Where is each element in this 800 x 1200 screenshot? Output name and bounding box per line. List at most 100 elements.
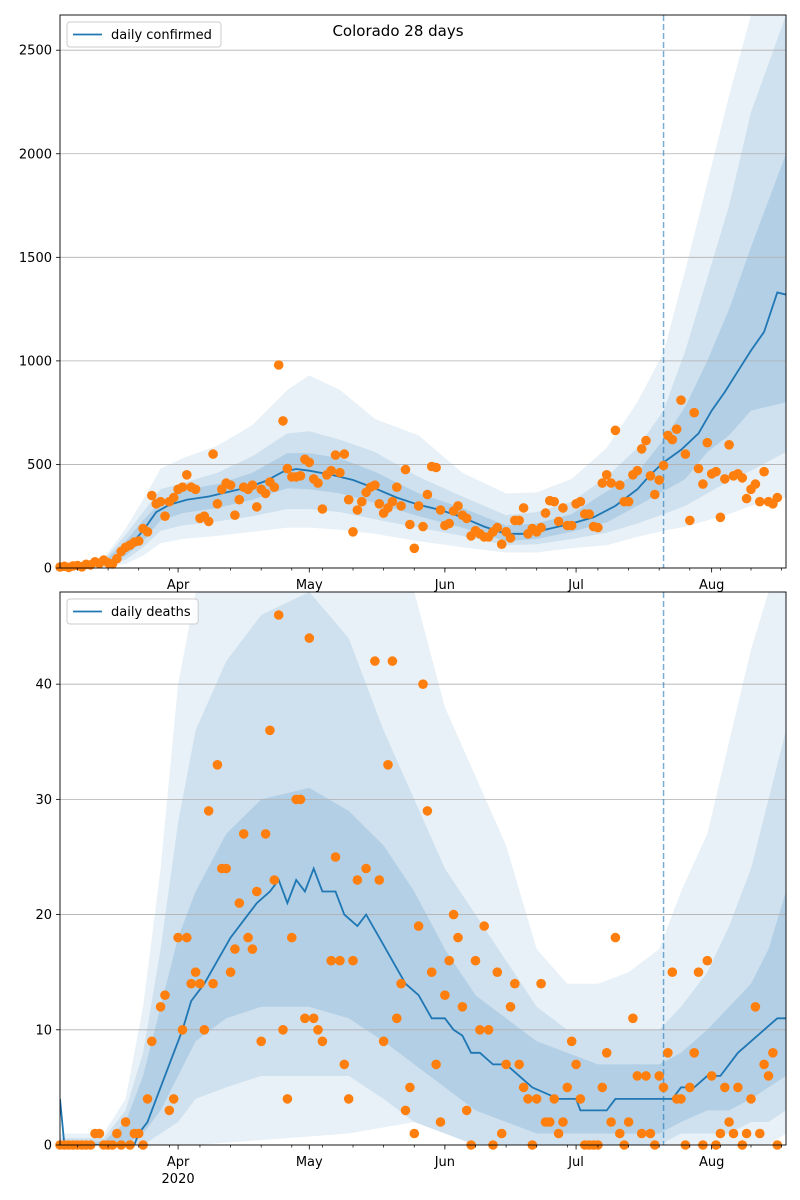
observed-point	[641, 1071, 651, 1081]
observed-point	[457, 1002, 468, 1012]
x-tick-sublabel: 2020	[162, 1172, 195, 1187]
observed-point	[370, 480, 380, 491]
observed-point	[601, 1048, 612, 1058]
observed-point	[685, 515, 695, 526]
observed-point	[558, 503, 568, 513]
uncertainty-band-inner	[60, 787, 786, 1145]
observed-point	[326, 465, 337, 476]
observed-point	[575, 496, 586, 507]
observed-point	[549, 1094, 559, 1104]
observed-point	[269, 875, 280, 885]
observed-point	[496, 539, 507, 549]
observed-point	[698, 479, 708, 489]
observed-point	[636, 1128, 647, 1139]
observed-point	[523, 1094, 533, 1104]
observed-point	[645, 1128, 656, 1139]
observed-point	[448, 909, 459, 920]
observed-point	[247, 480, 258, 491]
deaths-panel: 0 10 20 30 40 Apr 2020 May Jun Jul Aug daily deaths	[35, 591, 787, 1187]
observed-point	[230, 944, 240, 954]
observed-point	[540, 508, 551, 518]
observed-point	[177, 1025, 188, 1035]
observed-point	[230, 510, 240, 520]
observed-point	[601, 470, 612, 480]
observed-point	[650, 489, 660, 500]
y-tick-label: 1000	[19, 354, 52, 369]
observed-point	[273, 360, 284, 370]
observed-point	[396, 978, 406, 989]
observed-point	[352, 505, 363, 515]
observed-point	[553, 516, 564, 527]
observed-point	[225, 480, 236, 491]
observed-point	[374, 499, 385, 509]
observed-point	[689, 407, 699, 418]
observed-point	[663, 1048, 673, 1058]
observed-point	[348, 527, 358, 537]
observed-point	[772, 492, 783, 503]
observed-point	[514, 515, 524, 526]
observed-point	[339, 1059, 350, 1070]
x-tick-label: Aug	[699, 578, 724, 593]
observed-point	[418, 521, 428, 532]
observed-point	[269, 482, 280, 493]
observed-point	[378, 1036, 389, 1047]
observed-point	[470, 955, 481, 966]
uncertainty-band-outer	[60, 592, 786, 1145]
observed-point	[387, 496, 398, 507]
y-tick-label: 500	[27, 458, 52, 473]
observed-point	[750, 1002, 761, 1012]
observed-point	[260, 488, 271, 499]
observed-point	[260, 829, 271, 839]
y-tick-label: 2500	[19, 44, 52, 59]
observed-point	[505, 533, 516, 543]
observed-point	[330, 450, 341, 460]
observed-point	[308, 1013, 319, 1024]
observed-point	[203, 806, 214, 816]
observed-point	[632, 465, 643, 476]
x-tick-label: Jun	[434, 1155, 455, 1170]
observed-point	[251, 502, 262, 512]
observed-point	[142, 1094, 153, 1104]
observed-point	[409, 1128, 420, 1139]
observed-point	[282, 463, 293, 474]
observed-point	[584, 509, 594, 519]
legend-box	[66, 21, 222, 48]
observed-point	[606, 1117, 616, 1127]
observed-point	[755, 1128, 765, 1139]
observed-point	[435, 1117, 446, 1127]
observed-point	[418, 679, 428, 689]
observed-point	[374, 875, 385, 885]
observed-point	[313, 1025, 323, 1035]
observed-point	[400, 1105, 411, 1116]
observed-point	[400, 464, 411, 475]
y-tick-label: 40	[35, 678, 52, 693]
observed-point	[536, 522, 546, 533]
plot-area	[60, 592, 786, 1145]
observed-point	[238, 829, 249, 839]
observed-point	[208, 449, 218, 459]
observed-point	[247, 944, 258, 954]
observed-point	[383, 760, 393, 770]
observed-point	[597, 478, 608, 488]
observed-point	[256, 1036, 267, 1047]
confirmed-panel: 0 500 1000 1500 2000 2500 Apr May Jun Jul Aug daily…	[19, 14, 787, 593]
observed-point	[623, 496, 634, 507]
observed-point	[628, 1013, 638, 1024]
observed-point	[632, 1071, 643, 1081]
observed-point	[711, 466, 721, 477]
observed-point	[182, 932, 192, 943]
observed-point	[545, 1117, 555, 1127]
observed-point	[444, 518, 455, 529]
observed-point	[720, 1082, 730, 1093]
observed-point	[392, 1013, 402, 1024]
observed-point	[575, 1094, 586, 1104]
observed-point	[636, 444, 647, 454]
legend: daily confirmed	[66, 21, 222, 48]
observed-point	[357, 496, 367, 507]
observed-point	[741, 1128, 752, 1139]
observed-point	[203, 516, 214, 527]
observed-point	[593, 522, 603, 533]
observed-point	[720, 474, 730, 484]
figure-title: Colorado 28 days	[332, 22, 463, 40]
observed-point	[733, 1082, 743, 1093]
